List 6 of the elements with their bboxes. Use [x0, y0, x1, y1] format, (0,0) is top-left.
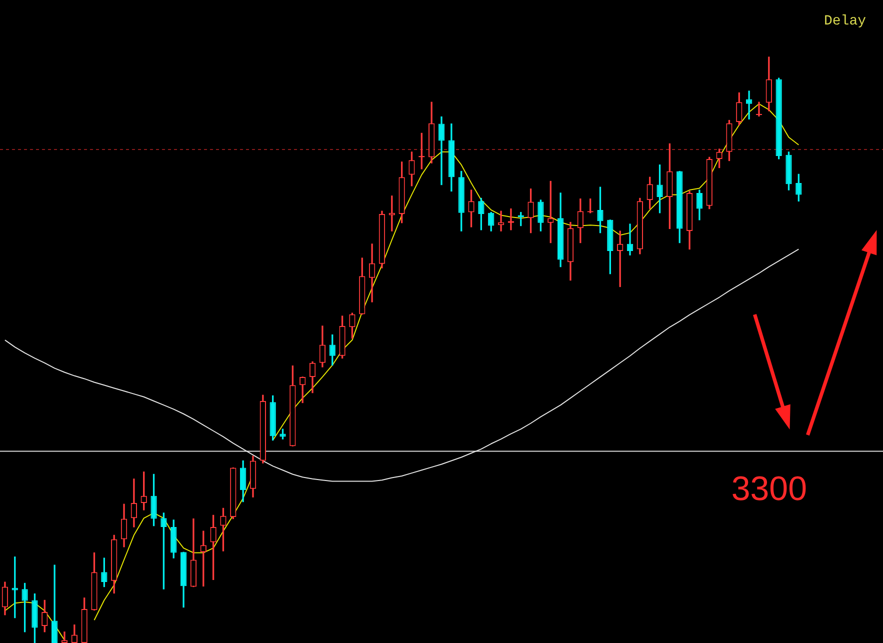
- candlestick: [438, 116, 445, 186]
- candlestick: [368, 244, 376, 302]
- candlestick: [626, 224, 634, 256]
- text: Delay: [824, 14, 866, 30]
- candlestick: [746, 90, 752, 120]
- annotation: 3300: [731, 470, 807, 508]
